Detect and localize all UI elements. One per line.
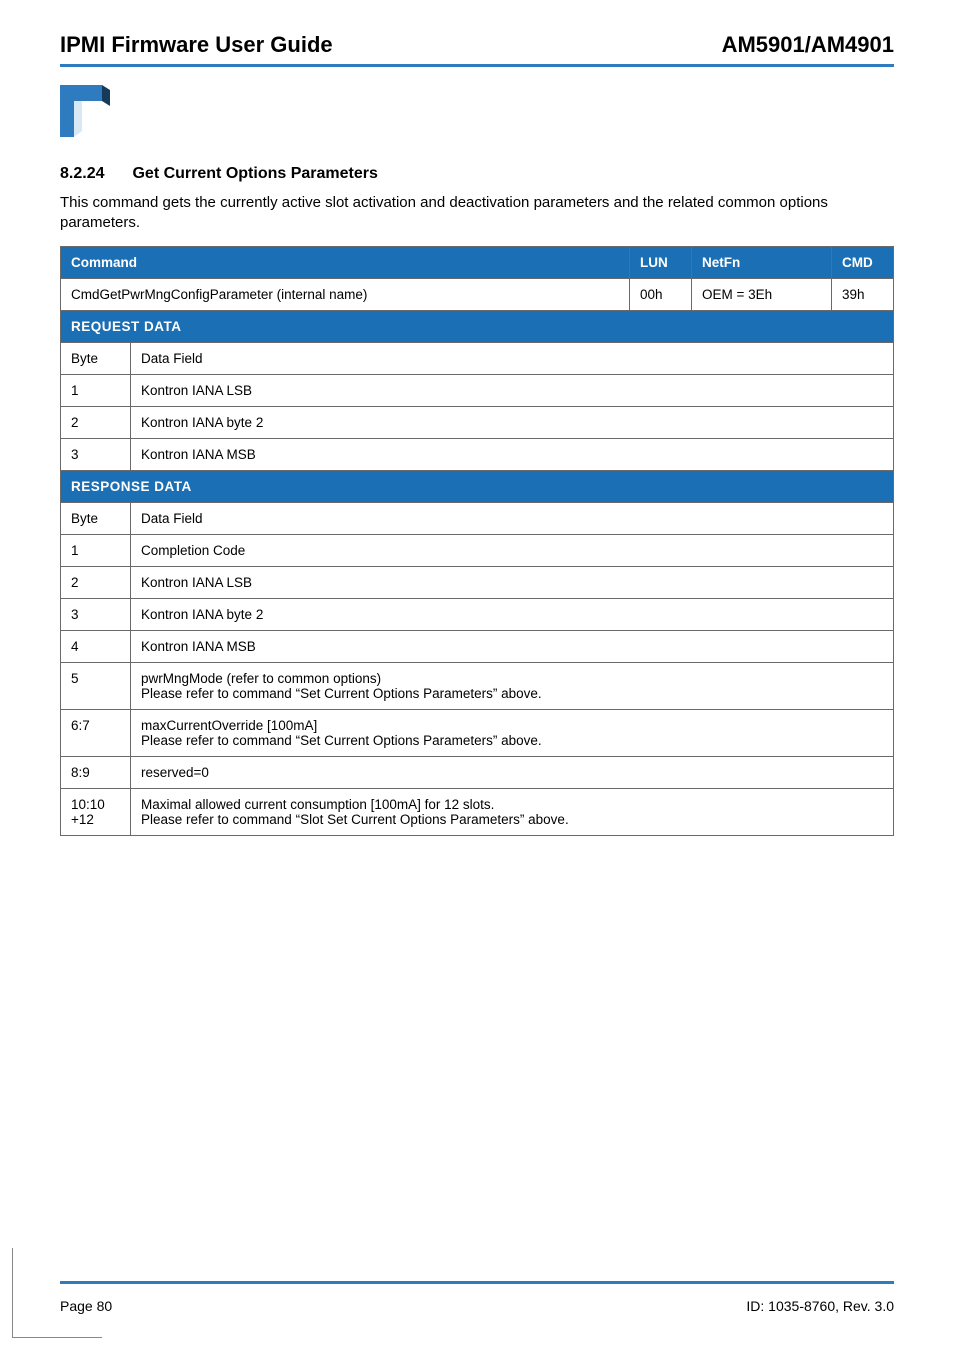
table-row: ByteData Field: [61, 342, 894, 374]
data-cell: reserved=0: [131, 756, 894, 788]
response-band: RESPONSE DATA: [61, 470, 894, 502]
data-cell: Kontron IANA byte 2: [131, 598, 894, 630]
col-header-lun: LUN: [630, 246, 692, 278]
table-row: 4Kontron IANA MSB: [61, 630, 894, 662]
section-heading: 8.2.24 Get Current Options Parameters: [60, 165, 894, 183]
data-cell: Completion Code: [131, 534, 894, 566]
table-row: 3Kontron IANA byte 2: [61, 598, 894, 630]
byte-cell: 5: [61, 662, 131, 709]
page-footer: Page 80 ID: 1035-8760, Rev. 3.0: [60, 1281, 894, 1314]
table-row: 6:7maxCurrentOverride [100mA] Please ref…: [61, 709, 894, 756]
response-band-row: RESPONSE DATA: [61, 470, 894, 502]
command-row: CmdGetPwrMngConfigParameter (internal na…: [61, 278, 894, 310]
data-cell: maxCurrentOverride [100mA] Please refer …: [131, 709, 894, 756]
data-cell: Data Field: [131, 342, 894, 374]
command-table: Command LUN NetFn CMD CmdGetPwrMngConfig…: [60, 246, 894, 836]
byte-cell: 6:7: [61, 709, 131, 756]
command-name: CmdGetPwrMngConfigParameter (internal na…: [61, 278, 630, 310]
footer-id: ID: 1035-8760, Rev. 3.0: [746, 1298, 894, 1314]
data-cell: Kontron IANA MSB: [131, 630, 894, 662]
data-cell: Kontron IANA byte 2: [131, 406, 894, 438]
table-header-row: Command LUN NetFn CMD: [61, 246, 894, 278]
col-header-cmd: CMD: [832, 246, 894, 278]
command-lun: 00h: [630, 278, 692, 310]
header-rule: [60, 64, 894, 67]
command-netfn: OEM = 3Eh: [692, 278, 832, 310]
byte-cell: 2: [61, 406, 131, 438]
section-title: Get Current Options Parameters: [132, 165, 377, 183]
table-row: 1Kontron IANA LSB: [61, 374, 894, 406]
data-cell: Kontron IANA MSB: [131, 438, 894, 470]
doc-model: AM5901/AM4901: [722, 32, 894, 58]
footer-rule: [60, 1281, 894, 1284]
section-number: 8.2.24: [60, 165, 104, 183]
page-header: IPMI Firmware User Guide AM5901/AM4901: [60, 32, 894, 58]
table-row: 10:10 +12Maximal allowed current consump…: [61, 788, 894, 835]
table-row: 1Completion Code: [61, 534, 894, 566]
data-cell: Maximal allowed current consumption [100…: [131, 788, 894, 835]
byte-cell: 3: [61, 438, 131, 470]
data-cell: Kontron IANA LSB: [131, 374, 894, 406]
request-band-row: REQUEST DATA: [61, 310, 894, 342]
crop-mark: [12, 1337, 102, 1338]
table-row: 8:9reserved=0: [61, 756, 894, 788]
col-header-netfn: NetFn: [692, 246, 832, 278]
table-row: 2Kontron IANA LSB: [61, 566, 894, 598]
byte-cell: 2: [61, 566, 131, 598]
byte-cell: 3: [61, 598, 131, 630]
table-row: 2Kontron IANA byte 2: [61, 406, 894, 438]
crop-mark: [12, 1248, 13, 1338]
data-cell: Kontron IANA LSB: [131, 566, 894, 598]
byte-cell: 1: [61, 534, 131, 566]
section-body: This command gets the currently active s…: [60, 193, 894, 234]
byte-cell: 8:9: [61, 756, 131, 788]
doc-title: IPMI Firmware User Guide: [60, 32, 333, 58]
data-cell: pwrMngMode (refer to common options) Ple…: [131, 662, 894, 709]
byte-cell: Byte: [61, 342, 131, 374]
table-row: 3Kontron IANA MSB: [61, 438, 894, 470]
col-header-command: Command: [61, 246, 630, 278]
table-row: 5pwrMngMode (refer to common options) Pl…: [61, 662, 894, 709]
data-cell: Data Field: [131, 502, 894, 534]
brand-logo: [60, 85, 894, 137]
byte-cell: 10:10 +12: [61, 788, 131, 835]
footer-page: Page 80: [60, 1298, 112, 1314]
byte-cell: 4: [61, 630, 131, 662]
byte-cell: 1: [61, 374, 131, 406]
table-row: ByteData Field: [61, 502, 894, 534]
request-band: REQUEST DATA: [61, 310, 894, 342]
command-cmd: 39h: [832, 278, 894, 310]
byte-cell: Byte: [61, 502, 131, 534]
